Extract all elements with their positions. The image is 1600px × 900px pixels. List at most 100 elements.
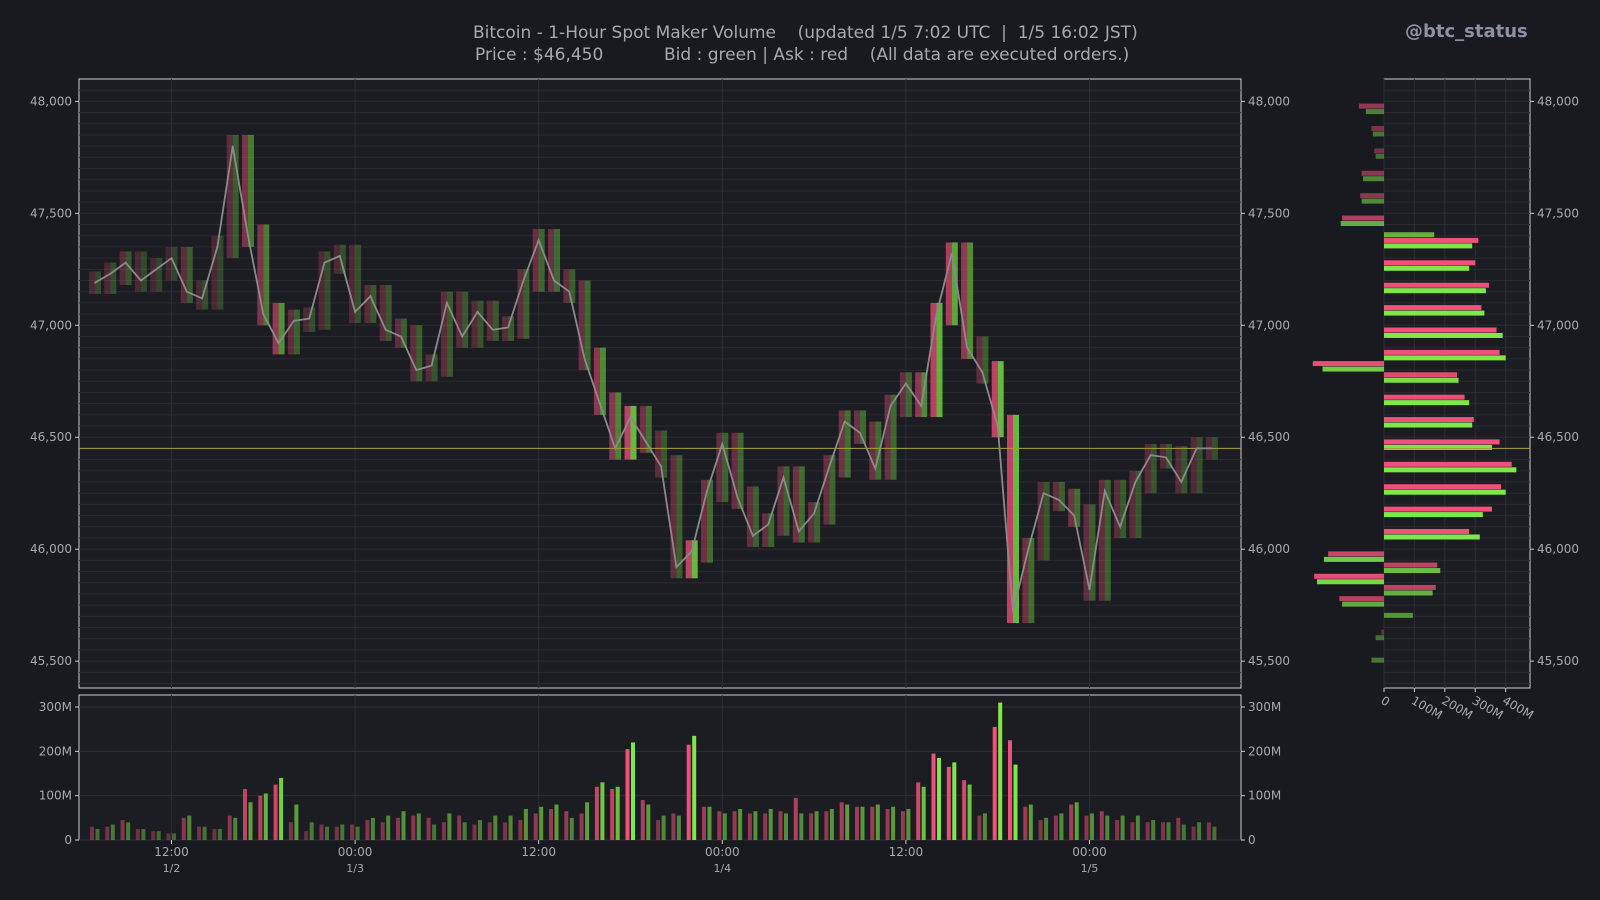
volume-bid-bar — [325, 826, 329, 840]
volume-bid-bar — [523, 808, 528, 840]
price-point — [614, 447, 616, 450]
bid-candle — [140, 251, 147, 292]
volume-bid-bar — [829, 808, 834, 840]
volume-ask-bar — [1130, 822, 1135, 840]
volume-ask-bar — [564, 811, 569, 840]
price-point — [675, 566, 678, 568]
bid-candle — [232, 134, 239, 259]
price-point — [1027, 548, 1030, 550]
bid-candle — [982, 336, 989, 384]
volume-ask-bar — [931, 753, 936, 840]
profile-ask-bar — [1384, 528, 1470, 534]
volume-ask-bar — [227, 815, 232, 840]
price-point — [369, 295, 372, 297]
price-point — [308, 317, 311, 320]
profile-ask-bar — [1384, 260, 1476, 266]
price-point — [1195, 447, 1198, 450]
bid-candle — [1150, 443, 1157, 494]
price-point — [430, 364, 433, 367]
volume-ask-bar — [135, 828, 140, 840]
bid-candle — [248, 134, 254, 247]
volume-bid-bar — [799, 813, 804, 840]
profile-ask-bar — [1384, 506, 1492, 512]
price-point — [170, 257, 173, 259]
volume-bid-bar — [692, 735, 697, 840]
volume-bid-bar — [1028, 804, 1033, 840]
volume-tick-label-left: 300M — [39, 700, 72, 714]
bid-candle — [156, 258, 163, 292]
volume-ask-bar — [900, 811, 905, 840]
profile-ask-bar — [1384, 584, 1436, 590]
bid-candle — [905, 372, 912, 418]
volume-bid-bar — [1135, 815, 1140, 840]
chart-title: Bitcoin - 1-Hour Spot Maker Volume (upda… — [473, 23, 1138, 43]
profile-x-tick-label: 200M — [1439, 693, 1475, 722]
profile-y-tick-label: 46,000 — [1537, 542, 1579, 556]
price-point — [1165, 456, 1167, 459]
ask-candle — [1190, 437, 1197, 494]
bid-candle — [599, 347, 606, 415]
profile-bid-bar — [1371, 657, 1384, 663]
volume-bid-bar — [141, 828, 146, 840]
volume-bid-bar — [202, 826, 207, 840]
price-point — [583, 358, 586, 360]
price-point — [446, 302, 448, 304]
ask-candle — [670, 455, 677, 579]
ask-candle — [746, 486, 753, 547]
ask-candle — [639, 405, 646, 453]
bid-candle — [645, 405, 652, 453]
volume-bid-bar — [631, 742, 635, 840]
profile-ask-bar — [1361, 170, 1384, 176]
volume-ask-bar — [640, 800, 645, 840]
ask-candle — [899, 372, 906, 418]
volume-ask-bar — [319, 824, 324, 840]
bid-candle — [202, 280, 209, 310]
x-tick-label: 00:00 — [705, 845, 740, 859]
profile-bid-bar — [1384, 512, 1483, 518]
price-point — [415, 369, 418, 371]
ask-candle — [701, 479, 707, 563]
bid-ask-legend: Bid : green | Ask : red (All data are ex… — [664, 45, 1130, 65]
price-point — [186, 290, 188, 293]
volume-bid-bar — [845, 804, 850, 840]
ask-candle — [578, 280, 585, 371]
volume-ask-bar — [105, 826, 110, 840]
ask-candle — [456, 291, 463, 348]
profile-bid-bar — [1384, 444, 1492, 450]
profile-bid-bar — [1363, 176, 1384, 182]
ask-candle — [242, 134, 248, 247]
volume-profile-panel: 45,500 46,000 46,500 47,000 47,500 48,000 0 100… — [1312, 78, 1579, 722]
volume-ask-bar — [1053, 815, 1058, 840]
price-point — [721, 443, 724, 445]
bid-candle — [1166, 443, 1172, 469]
ask-candle — [991, 361, 998, 438]
price-point — [767, 523, 769, 526]
profile-bid-bar — [1322, 366, 1384, 372]
profile-ask-bar — [1384, 372, 1457, 378]
ask-candle — [257, 224, 264, 326]
volume-tick-label-right: 0 — [1248, 833, 1256, 847]
profile-bid-bar — [1372, 131, 1384, 137]
price-point — [813, 512, 815, 515]
volume-bid-bar — [370, 817, 375, 840]
volume-ask-bar — [151, 831, 156, 840]
volume-ask-bar — [763, 813, 768, 840]
volume-ask-bar — [1145, 822, 1150, 840]
volume-bid-bar — [676, 815, 681, 840]
volume-ask-bar — [181, 817, 186, 840]
volume-bid-bar — [1059, 813, 1064, 840]
profile-ask-bar — [1384, 327, 1497, 333]
volume-bid-bar — [967, 784, 972, 840]
profile-bid-bar — [1361, 198, 1384, 204]
bid-candle — [339, 244, 346, 274]
profile-ask-bar — [1384, 282, 1489, 288]
bid-candle — [829, 455, 836, 525]
price-point — [109, 272, 112, 275]
ask-candle — [89, 271, 95, 294]
bid-candle — [477, 300, 484, 348]
ask-candle — [440, 291, 447, 377]
volume-ask-bar — [273, 784, 278, 840]
bid-candle — [523, 269, 530, 339]
price-point — [645, 440, 647, 443]
volume-ask-bar — [717, 811, 722, 840]
